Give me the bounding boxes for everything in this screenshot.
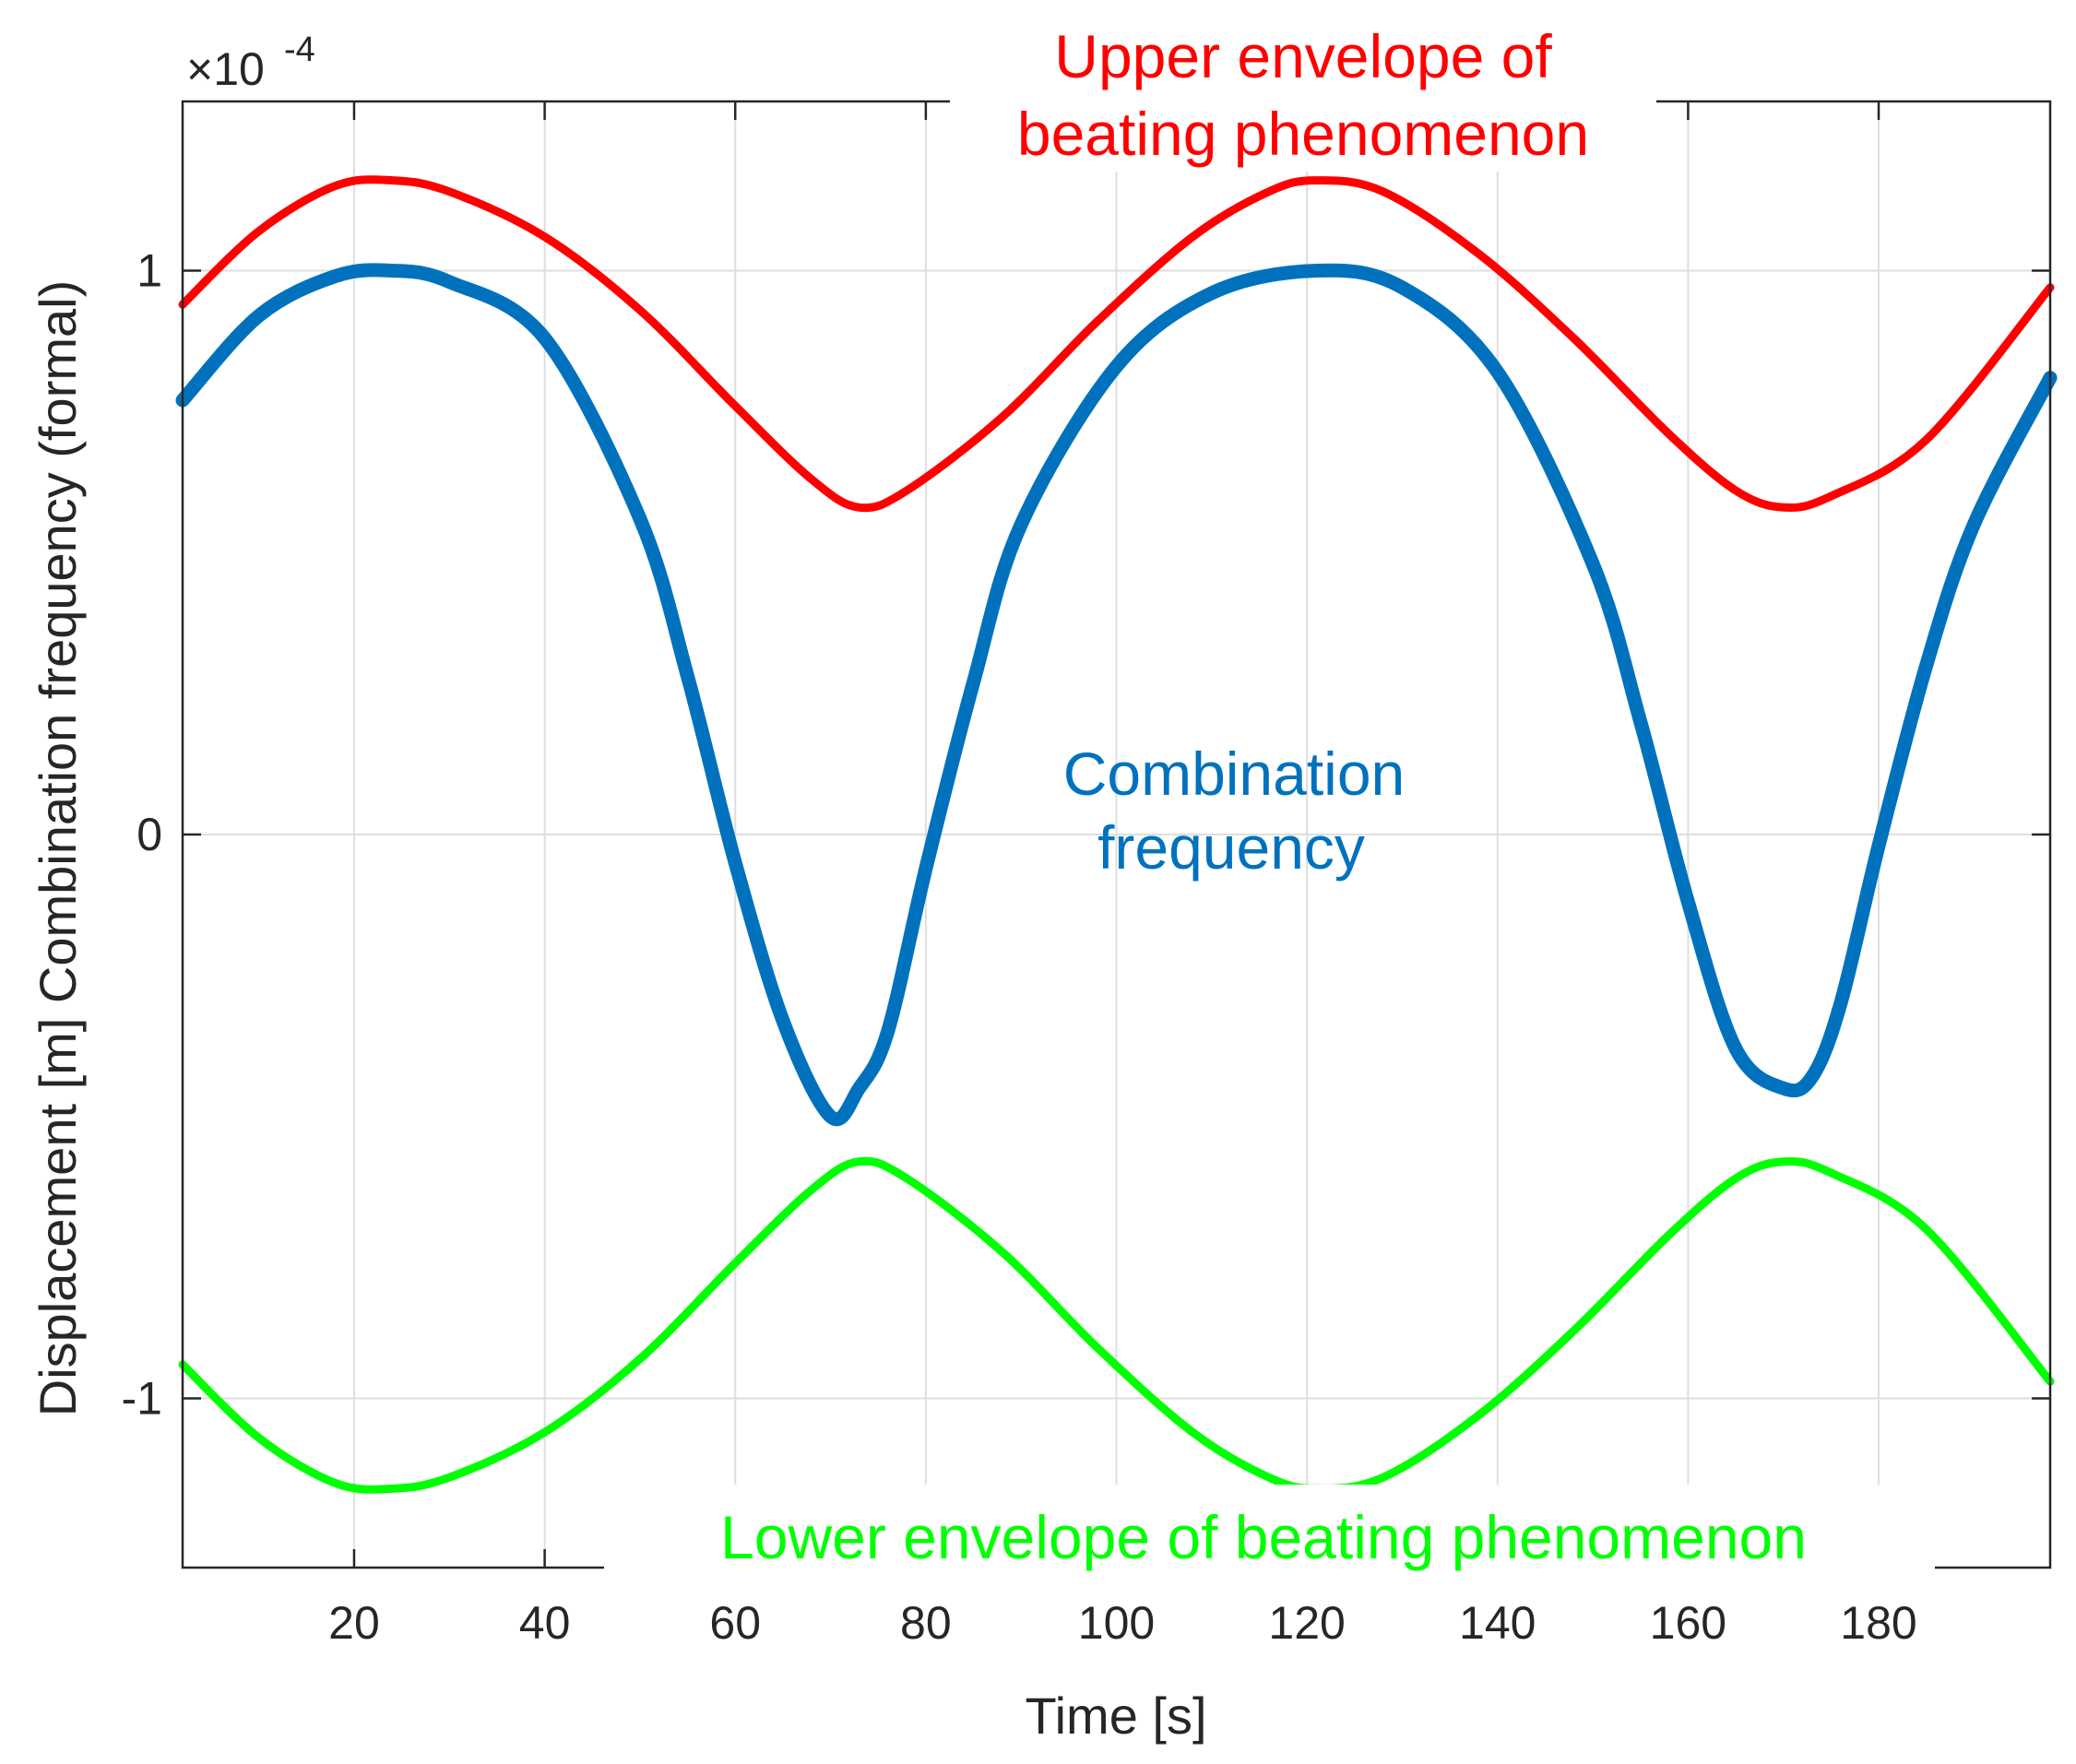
series-group: [175, 175, 2058, 1494]
upper-annotation-bg: [950, 15, 1656, 172]
y-exponent-power: -4: [284, 30, 315, 69]
y-tick-label: 1: [136, 244, 162, 296]
combination-annotation-line1: Combination: [1063, 740, 1406, 808]
x-tick-label: 60: [709, 1597, 761, 1649]
y-tick-labels: -1 0 1: [122, 244, 162, 1424]
x-axis-title: Time [s]: [1025, 1687, 1206, 1745]
y-tick-label: -1: [122, 1373, 162, 1425]
x-tick-label: 180: [1840, 1597, 1916, 1649]
x-tick-labels: 20 40 60 80 100 120 140 160 180: [328, 1597, 1917, 1649]
lower-annotation-bg: [604, 1485, 1935, 1572]
upper-annotation-line1: Upper envelope of: [1054, 22, 1552, 90]
y-axis-title: Displacement [m] Combination frequency (…: [29, 280, 87, 1416]
x-tick-label: 80: [900, 1597, 952, 1649]
y-exponent-base: ×10: [186, 43, 265, 95]
combination-annotation-line2: frequency: [1097, 813, 1365, 882]
x-tick-label: 140: [1459, 1597, 1536, 1649]
x-tick-label: 20: [328, 1597, 380, 1649]
x-tick-label: 160: [1650, 1597, 1726, 1649]
x-tick-label: 40: [519, 1597, 571, 1649]
upper-annotation-line2: beating phenomenon: [1017, 100, 1589, 168]
grid: [183, 101, 2050, 1568]
lower-annotation-line1: Lower envelope of beating phenomenon: [720, 1503, 1807, 1571]
series-line-combination-frequency: [175, 263, 2058, 1127]
y-tick-label: 0: [136, 809, 162, 860]
x-tick-label: 100: [1078, 1597, 1155, 1649]
x-tick-label: 120: [1268, 1597, 1345, 1649]
series-line-lower-envelope: [178, 1156, 2055, 1494]
series-line-upper-envelope: [178, 175, 2055, 513]
